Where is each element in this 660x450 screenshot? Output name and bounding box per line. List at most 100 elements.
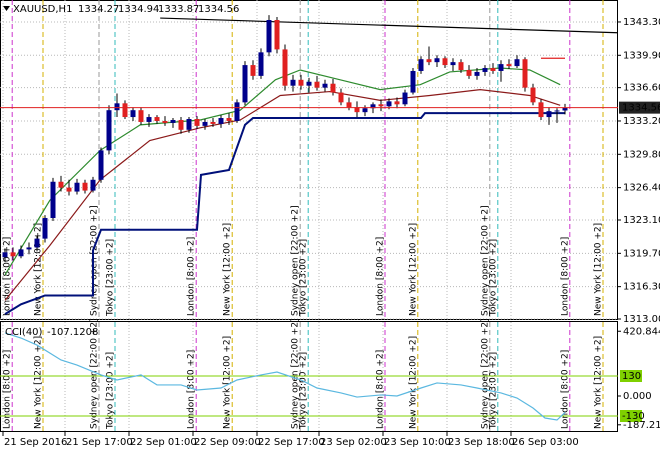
candle-body [330,83,336,93]
candle-body [546,111,552,118]
y-tick-label: 1313.00 [623,314,660,325]
candle-body [26,247,32,250]
candle-body [66,187,72,192]
session-label: Sydney open [22:00 +2] [291,205,301,316]
cci-tick-label: 420.8444 [623,326,660,337]
candle-body [338,92,344,103]
candle-body [554,110,560,112]
candle-body [18,249,24,257]
cci-level-label: 130 [622,371,641,382]
candle-body [450,62,456,66]
candle-body [402,92,408,105]
candle-body [362,108,368,113]
session-label: Sydney open [22:00 +2] [90,205,100,316]
cci-line [4,332,566,421]
candle-body [242,65,248,103]
session-label: New York [12:00 +2] [408,223,418,316]
candle-body [466,69,472,76]
session-label: New York [12:00 +2] [594,336,604,429]
candle-body [74,182,80,192]
candle-body [138,110,144,122]
candle-body [370,104,376,109]
x-tick-label: 23 Sep 02:00 [320,437,387,448]
candle-body [298,79,304,86]
candle-body [426,59,432,63]
candle-body [194,119,200,126]
candle-body [186,119,192,130]
candle-body [170,119,176,123]
session-label: Tokyo [23:00 +2] [299,352,309,430]
cci-value: -107.1208 [47,327,98,338]
candle-body [50,181,56,219]
candle-body [218,118,224,124]
candle-body [290,79,296,86]
session-label: Sydney open [22:00 +2] [291,318,301,429]
session-label: New York [12:00 +2] [408,336,418,429]
candle-body [226,118,232,121]
session-label: New York [12:00 +2] [34,223,44,316]
candle-body [178,119,184,130]
session-label: New York [12:00 +2] [223,223,233,316]
candle-body [314,81,320,88]
candle-body [378,104,384,107]
candle-body [458,62,464,70]
candle-body [322,83,328,88]
candle-body [146,117,152,122]
y-tick-label: 1329.80 [623,149,660,160]
candle-body [258,52,264,76]
price-box [619,101,660,114]
x-tick-label: 23 Sep 10:00 [384,437,451,448]
candle-body [122,103,128,118]
y-tick-label: 1326.40 [623,183,660,194]
y-tick-label: 1319.70 [623,248,660,259]
candle-body [90,179,96,191]
overlay-line [4,112,565,315]
candle-body [514,59,520,67]
candle-body [418,59,424,71]
session-label: London [8:00 +2] [376,237,386,316]
candle-body [250,65,256,76]
dropdown-icon[interactable] [3,6,10,11]
session-label: Sydney open [22:00 +2] [480,318,490,429]
session-label: Sydney open [22:00 +2] [480,205,490,316]
candle-body [538,102,544,118]
cci-tick-label: -187.2166 [623,420,660,431]
x-tick-label: 26 Sep 03:00 [512,437,579,448]
candle-body [210,121,216,124]
candle-body [482,68,488,72]
session-label: Tokyo [23:00 +2] [299,239,309,317]
symbol-title: XAUUSD,H1 [13,4,72,15]
x-tick-label: 23 Sep 18:00 [448,437,515,448]
cci-level-label: -130 [622,411,645,422]
session-label: London [8:00 +2] [3,350,13,429]
candle-body [386,101,392,107]
session-label: London [8:00 +2] [3,237,13,316]
candle-body [34,238,40,248]
x-tick-label: 22 Sep 01:00 [130,437,197,448]
y-tick-label: 1343.30 [623,17,660,28]
session-label: Tokyo [23:00 +2] [106,239,116,317]
candle-body [474,71,480,76]
candle-body [154,117,160,121]
candle-body [562,107,568,111]
candle-body [2,252,8,258]
x-tick-label: 21 Sep 2016 [4,437,67,448]
candle-body [266,19,272,53]
session-label: London [8:00 +2] [187,237,197,316]
session-label: London [8:00 +2] [560,350,570,429]
session-label: New York [12:00 +2] [223,336,233,429]
header-ohlc: 1334.27 [78,4,119,15]
session-label: Tokyo [23:00 +2] [106,352,116,430]
x-tick-label: 21 Sep 17:00 [66,437,133,448]
y-tick-label: 1339.90 [623,50,660,61]
candle-body [10,252,16,257]
candle-body [354,107,360,113]
candle-body [282,49,288,86]
cci-level-box [620,370,642,382]
candle-body [498,64,504,71]
candle-body [82,182,88,191]
session-label: New York [12:00 +2] [34,336,44,429]
candle-body [442,58,448,66]
